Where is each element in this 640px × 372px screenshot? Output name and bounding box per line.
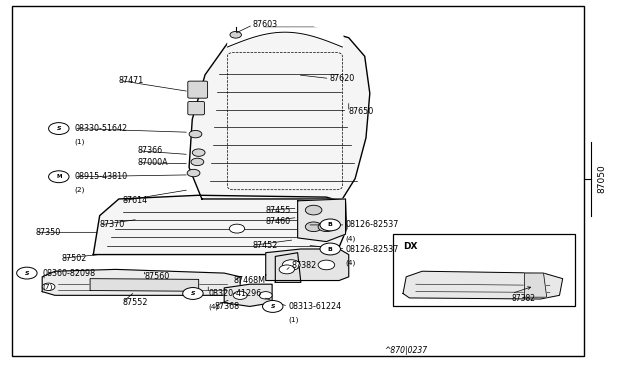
FancyBboxPatch shape [188, 102, 204, 115]
Polygon shape [93, 195, 347, 254]
Circle shape [192, 149, 205, 156]
Text: 87366: 87366 [138, 146, 163, 155]
Text: 87455: 87455 [266, 206, 291, 215]
Text: 87471: 87471 [119, 76, 144, 85]
Text: 87370: 87370 [100, 221, 125, 230]
Circle shape [262, 301, 283, 312]
Text: 87452: 87452 [253, 241, 278, 250]
Text: (1): (1) [288, 317, 299, 323]
Text: 87560: 87560 [145, 272, 170, 281]
Polygon shape [403, 271, 563, 299]
Circle shape [230, 32, 241, 38]
Text: (4): (4) [346, 259, 356, 266]
Circle shape [17, 267, 37, 279]
Circle shape [182, 288, 203, 299]
Polygon shape [266, 249, 349, 280]
Text: 87460: 87460 [266, 217, 291, 226]
Circle shape [282, 260, 300, 270]
Text: 87050: 87050 [598, 164, 607, 193]
Text: (1): (1) [74, 139, 84, 145]
Polygon shape [275, 253, 301, 282]
Polygon shape [42, 269, 240, 295]
Text: (4): (4) [346, 235, 356, 241]
Polygon shape [298, 199, 346, 241]
Circle shape [259, 292, 272, 299]
Text: S: S [24, 270, 29, 276]
Circle shape [187, 169, 200, 177]
Polygon shape [90, 279, 198, 291]
Bar [394, 234, 575, 307]
Circle shape [189, 131, 202, 138]
Circle shape [305, 205, 322, 215]
Text: 87468M: 87468M [234, 276, 266, 285]
Text: 08915-43810: 08915-43810 [74, 172, 127, 181]
Text: 87552: 87552 [122, 298, 148, 307]
Text: 87382: 87382 [291, 261, 317, 270]
Text: (4): (4) [208, 304, 219, 310]
Text: ^870|0237: ^870|0237 [384, 346, 427, 355]
Text: 08330-51642: 08330-51642 [74, 124, 127, 133]
Circle shape [318, 260, 335, 270]
Polygon shape [524, 273, 547, 297]
Text: S: S [56, 126, 61, 131]
Circle shape [233, 291, 247, 299]
Text: (2): (2) [74, 187, 84, 193]
Circle shape [320, 219, 340, 231]
Text: 87614: 87614 [122, 196, 147, 205]
Bar [12, 6, 584, 356]
Text: 87650: 87650 [349, 108, 374, 116]
Text: 87603: 87603 [253, 20, 278, 29]
Text: (7): (7) [42, 283, 52, 290]
Circle shape [305, 222, 322, 232]
Polygon shape [189, 28, 370, 199]
Text: 87000A: 87000A [138, 158, 168, 167]
Text: S: S [271, 304, 275, 309]
Text: B: B [328, 222, 333, 227]
Circle shape [49, 171, 69, 183]
Circle shape [49, 123, 69, 135]
Circle shape [42, 283, 55, 291]
Circle shape [320, 243, 340, 255]
Text: 08126-82537: 08126-82537 [346, 221, 399, 230]
Polygon shape [224, 284, 272, 307]
Circle shape [191, 158, 204, 166]
Text: 87620: 87620 [330, 74, 355, 83]
Text: 08320-41296: 08320-41296 [208, 289, 262, 298]
Text: M: M [56, 174, 61, 179]
Text: 87502: 87502 [61, 254, 87, 263]
Circle shape [318, 222, 335, 232]
Text: 87382: 87382 [511, 294, 536, 303]
Text: 87350: 87350 [36, 228, 61, 237]
Text: 87368: 87368 [214, 302, 240, 311]
Text: S: S [191, 291, 195, 296]
Text: DX: DX [403, 241, 417, 251]
Text: 08360-82098: 08360-82098 [42, 269, 95, 278]
Text: 08126-82537: 08126-82537 [346, 244, 399, 253]
FancyBboxPatch shape [188, 81, 207, 98]
Circle shape [229, 224, 244, 233]
Circle shape [279, 265, 294, 274]
Text: 08313-61224: 08313-61224 [288, 302, 341, 311]
Text: B: B [328, 247, 333, 251]
